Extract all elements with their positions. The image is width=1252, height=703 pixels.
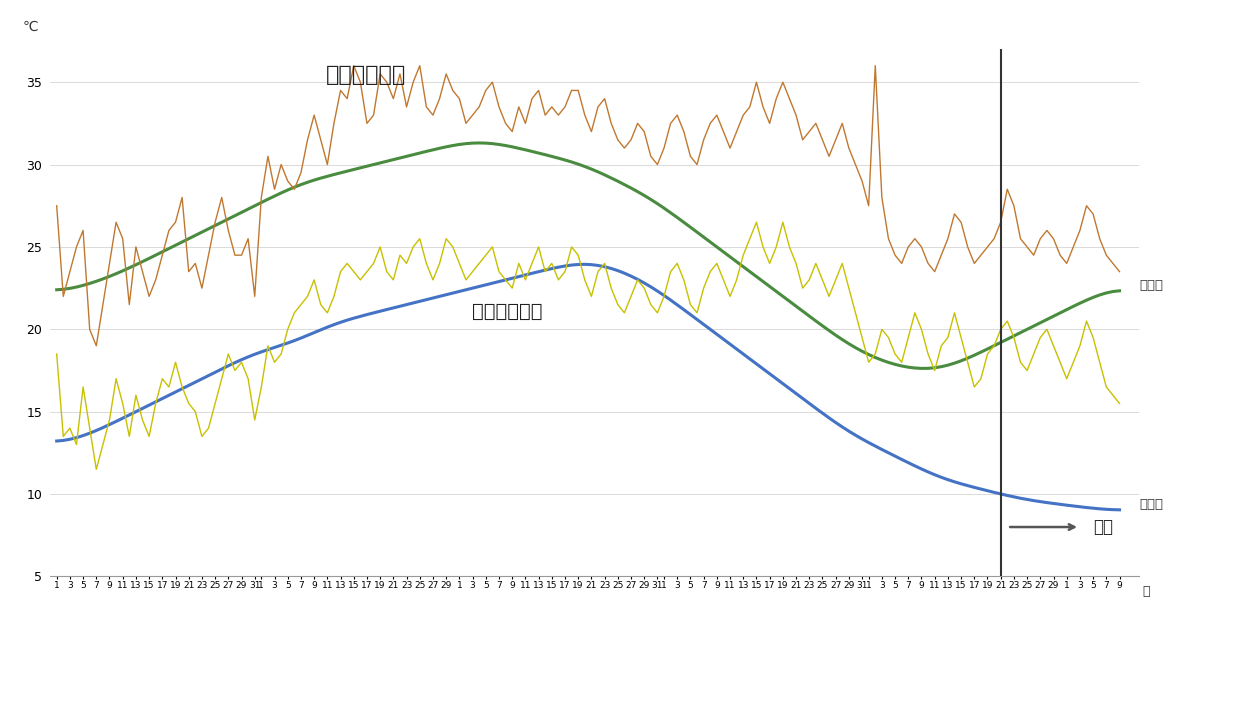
Text: 【最高気温】: 【最高気温】 <box>326 65 406 85</box>
Text: 【最低気温】: 【最低気温】 <box>472 302 543 321</box>
Text: 平年値: 平年値 <box>1139 498 1163 511</box>
Text: 平年値: 平年値 <box>1139 279 1163 292</box>
Text: 日: 日 <box>1143 585 1151 598</box>
Text: 予報: 予報 <box>1093 518 1113 536</box>
Text: ℃: ℃ <box>23 20 39 33</box>
